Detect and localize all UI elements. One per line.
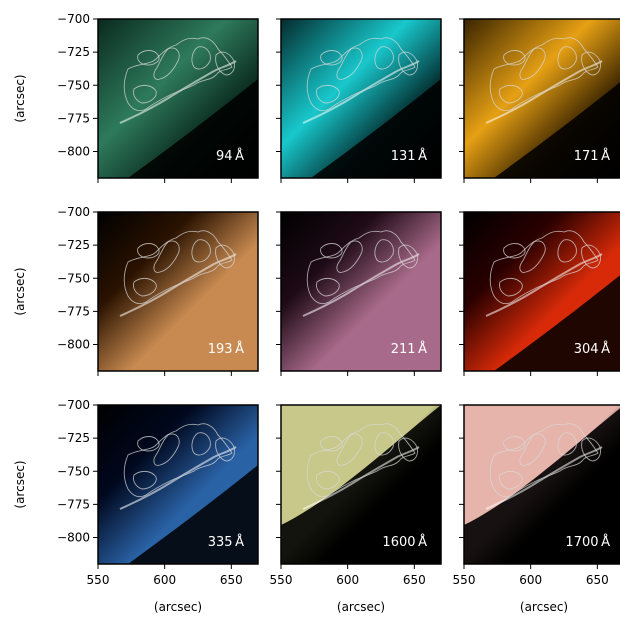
panel-frame <box>97 404 259 565</box>
panel-frame <box>463 18 620 179</box>
panel-frame <box>97 18 259 179</box>
x-tick-label: 600 <box>153 573 176 587</box>
x-tick-label: 650 <box>586 573 609 587</box>
wavelength-label: 335 Å <box>208 534 244 550</box>
wavelength-label: 171 Å <box>574 148 610 164</box>
x-axis-label: (arcsec) <box>337 600 385 614</box>
sun-image-1600 <box>281 405 441 564</box>
y-tick-label: −700 <box>57 205 90 219</box>
panel-1700: 1700 Å <box>459 404 620 569</box>
sun-image-211 <box>281 212 441 371</box>
y-tick-label: −725 <box>57 431 90 445</box>
panel-171: 171 Å <box>459 18 620 183</box>
sun-image-131 <box>281 19 441 178</box>
x-tick-label: 550 <box>453 573 476 587</box>
y-axis-label: (arcsec) <box>13 267 27 315</box>
panel-frame <box>280 18 442 179</box>
x-tick-label: 600 <box>336 573 359 587</box>
sun-image-335 <box>98 405 258 564</box>
y-tick-label: −725 <box>57 238 90 252</box>
wavelength-label: 1700 Å <box>565 534 610 550</box>
wavelength-label: 193 Å <box>208 341 244 357</box>
y-tick-label: −700 <box>57 398 90 412</box>
y-tick-label: −700 <box>57 12 90 26</box>
y-tick-label: −750 <box>57 464 90 478</box>
x-tick-label: 650 <box>220 573 243 587</box>
wavelength-label: 304 Å <box>574 341 610 357</box>
y-tick-label: −775 <box>57 304 90 318</box>
y-tick-label: −800 <box>57 145 90 159</box>
y-axis-label: (arcsec) <box>13 460 27 508</box>
x-axis-label: (arcsec) <box>520 600 568 614</box>
wavelength-label: 94 Å <box>216 148 244 164</box>
panel-304: 304 Å <box>459 211 620 376</box>
axes: −700 −725 −750 −775 −800 (arcsec) −700 −725 −750… <box>13 12 609 614</box>
panel-frame <box>463 211 620 372</box>
x-tick-label: 600 <box>519 573 542 587</box>
y-tick-label: −800 <box>57 338 90 352</box>
x-tick-label: 550 <box>87 573 110 587</box>
panel-335: 335 Å <box>93 404 259 569</box>
x-tick-label: 550 <box>270 573 293 587</box>
x-tick-label: 650 <box>403 573 426 587</box>
wavelength-label: 1600 Å <box>382 534 427 550</box>
panels-grid: 94 Å 131 Å 171 Å 193 Å 211 Å 304 Å 335 Å 1600 Å… <box>93 18 620 569</box>
panel-1600: 1600 Å <box>276 404 442 569</box>
y-tick-label: −775 <box>57 111 90 125</box>
sun-image-1700 <box>464 405 620 564</box>
sun-image-171 <box>464 19 620 178</box>
panel-frame <box>280 211 442 372</box>
y-tick-label: −750 <box>57 78 90 92</box>
sun-image-193 <box>98 212 258 371</box>
y-tick-label: −725 <box>57 45 90 59</box>
x-axis-label: (arcsec) <box>154 600 202 614</box>
wavelength-label: 131 Å <box>391 148 427 164</box>
panel-211: 211 Å <box>276 211 442 376</box>
y-tick-label: −775 <box>57 497 90 511</box>
panel-frame <box>280 404 442 565</box>
y-axis-label: (arcsec) <box>13 74 27 122</box>
y-tick-label: −750 <box>57 271 90 285</box>
wavelength-label: 211 Å <box>391 341 427 357</box>
y-tick-label: −800 <box>57 531 90 545</box>
sun-image-94 <box>98 19 258 178</box>
sun-image-304 <box>464 212 620 371</box>
panel-94: 94 Å <box>93 18 259 183</box>
panel-frame <box>463 404 620 565</box>
panel-frame <box>97 211 259 372</box>
panel-193: 193 Å <box>93 211 259 376</box>
panel-131: 131 Å <box>276 18 442 183</box>
